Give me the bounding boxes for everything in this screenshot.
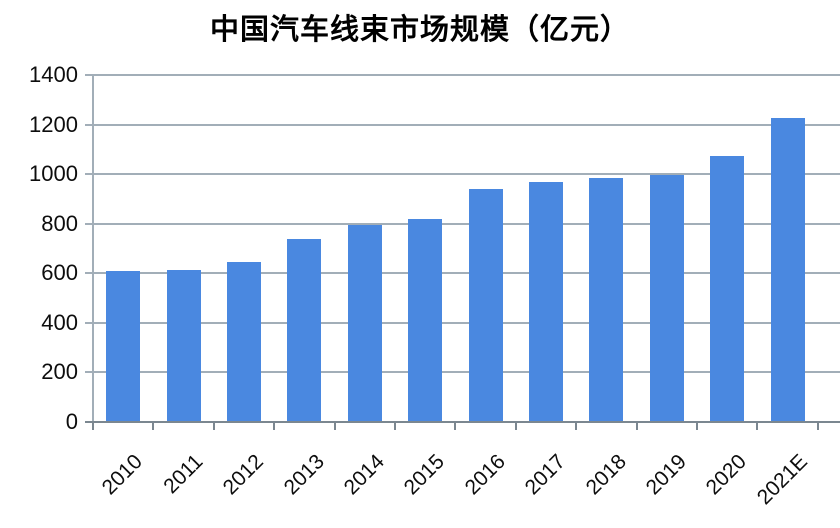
chart-title: 中国汽车线束市场规模（亿元） <box>209 14 630 46</box>
bar-2011 <box>166 270 201 422</box>
x-axis-tick-label-2015: 2015 <box>400 450 450 500</box>
gridline-200 <box>85 371 840 374</box>
x-axis-tick-label-2013: 2013 <box>279 450 329 500</box>
bar-2019 <box>649 175 684 422</box>
bar-2016 <box>468 189 503 422</box>
x-axis-tick-label-2011: 2011 <box>159 450 208 499</box>
x-axis-tick <box>696 422 698 430</box>
y-axis-line <box>92 75 94 430</box>
x-axis-tick-label-2012: 2012 <box>218 450 269 500</box>
gridline-1000 <box>85 173 840 176</box>
y-axis-tick-label-1400: 1400 <box>29 62 78 87</box>
bar-2014 <box>347 224 382 422</box>
y-axis-tick-label-400: 400 <box>41 309 78 335</box>
x-axis-tick <box>333 422 336 430</box>
y-axis-tick-label-600: 600 <box>41 260 78 286</box>
bar-2020 <box>710 156 745 422</box>
x-axis-tick <box>575 422 578 430</box>
bar-2018 <box>589 177 624 422</box>
x-axis-tick-label-2010: 2010 <box>98 450 148 500</box>
y-axis-tick-label-800: 800 <box>41 210 78 236</box>
bar-2021E <box>770 117 805 422</box>
bar-2015 <box>408 218 443 422</box>
gridline-400 <box>85 321 840 324</box>
x-axis-tick <box>273 422 276 430</box>
x-axis-line <box>85 421 840 423</box>
y-axis-tick-label-1200: 1200 <box>29 111 78 137</box>
x-axis-tick-label-2021E: 2021E <box>752 450 812 510</box>
bar-2012 <box>227 262 261 422</box>
x-axis-tick <box>152 422 155 430</box>
x-axis-tick-label-2017: 2017 <box>520 450 571 500</box>
gridline-1400 <box>85 74 840 76</box>
x-axis-tick <box>394 422 396 430</box>
gridline-1200 <box>85 123 840 126</box>
x-axis-tick <box>454 422 457 430</box>
x-axis-tick <box>514 422 517 430</box>
bar-2010 <box>106 270 141 422</box>
y-axis-tick-label-0: 0 <box>65 409 78 434</box>
bar-2013 <box>287 238 322 422</box>
x-axis-tick-label-2020: 2020 <box>702 450 752 500</box>
x-axis-tick-label-2016: 2016 <box>460 450 510 500</box>
bar-2017 <box>529 181 563 422</box>
x-axis-tick-label-2019: 2019 <box>641 450 692 500</box>
x-axis-tick-label-2014: 2014 <box>339 450 390 500</box>
x-axis-tick <box>756 422 759 430</box>
gridline-800 <box>85 222 840 225</box>
y-axis-tick-label-1000: 1000 <box>29 161 78 187</box>
x-axis-tick <box>212 422 215 430</box>
x-axis-tick <box>92 422 94 430</box>
x-axis-tick <box>635 422 638 430</box>
gridline-600 <box>85 272 840 275</box>
x-axis-tick <box>816 422 819 430</box>
x-axis-tick-label-2018: 2018 <box>581 450 631 500</box>
y-axis-tick-label-200: 200 <box>41 359 78 385</box>
